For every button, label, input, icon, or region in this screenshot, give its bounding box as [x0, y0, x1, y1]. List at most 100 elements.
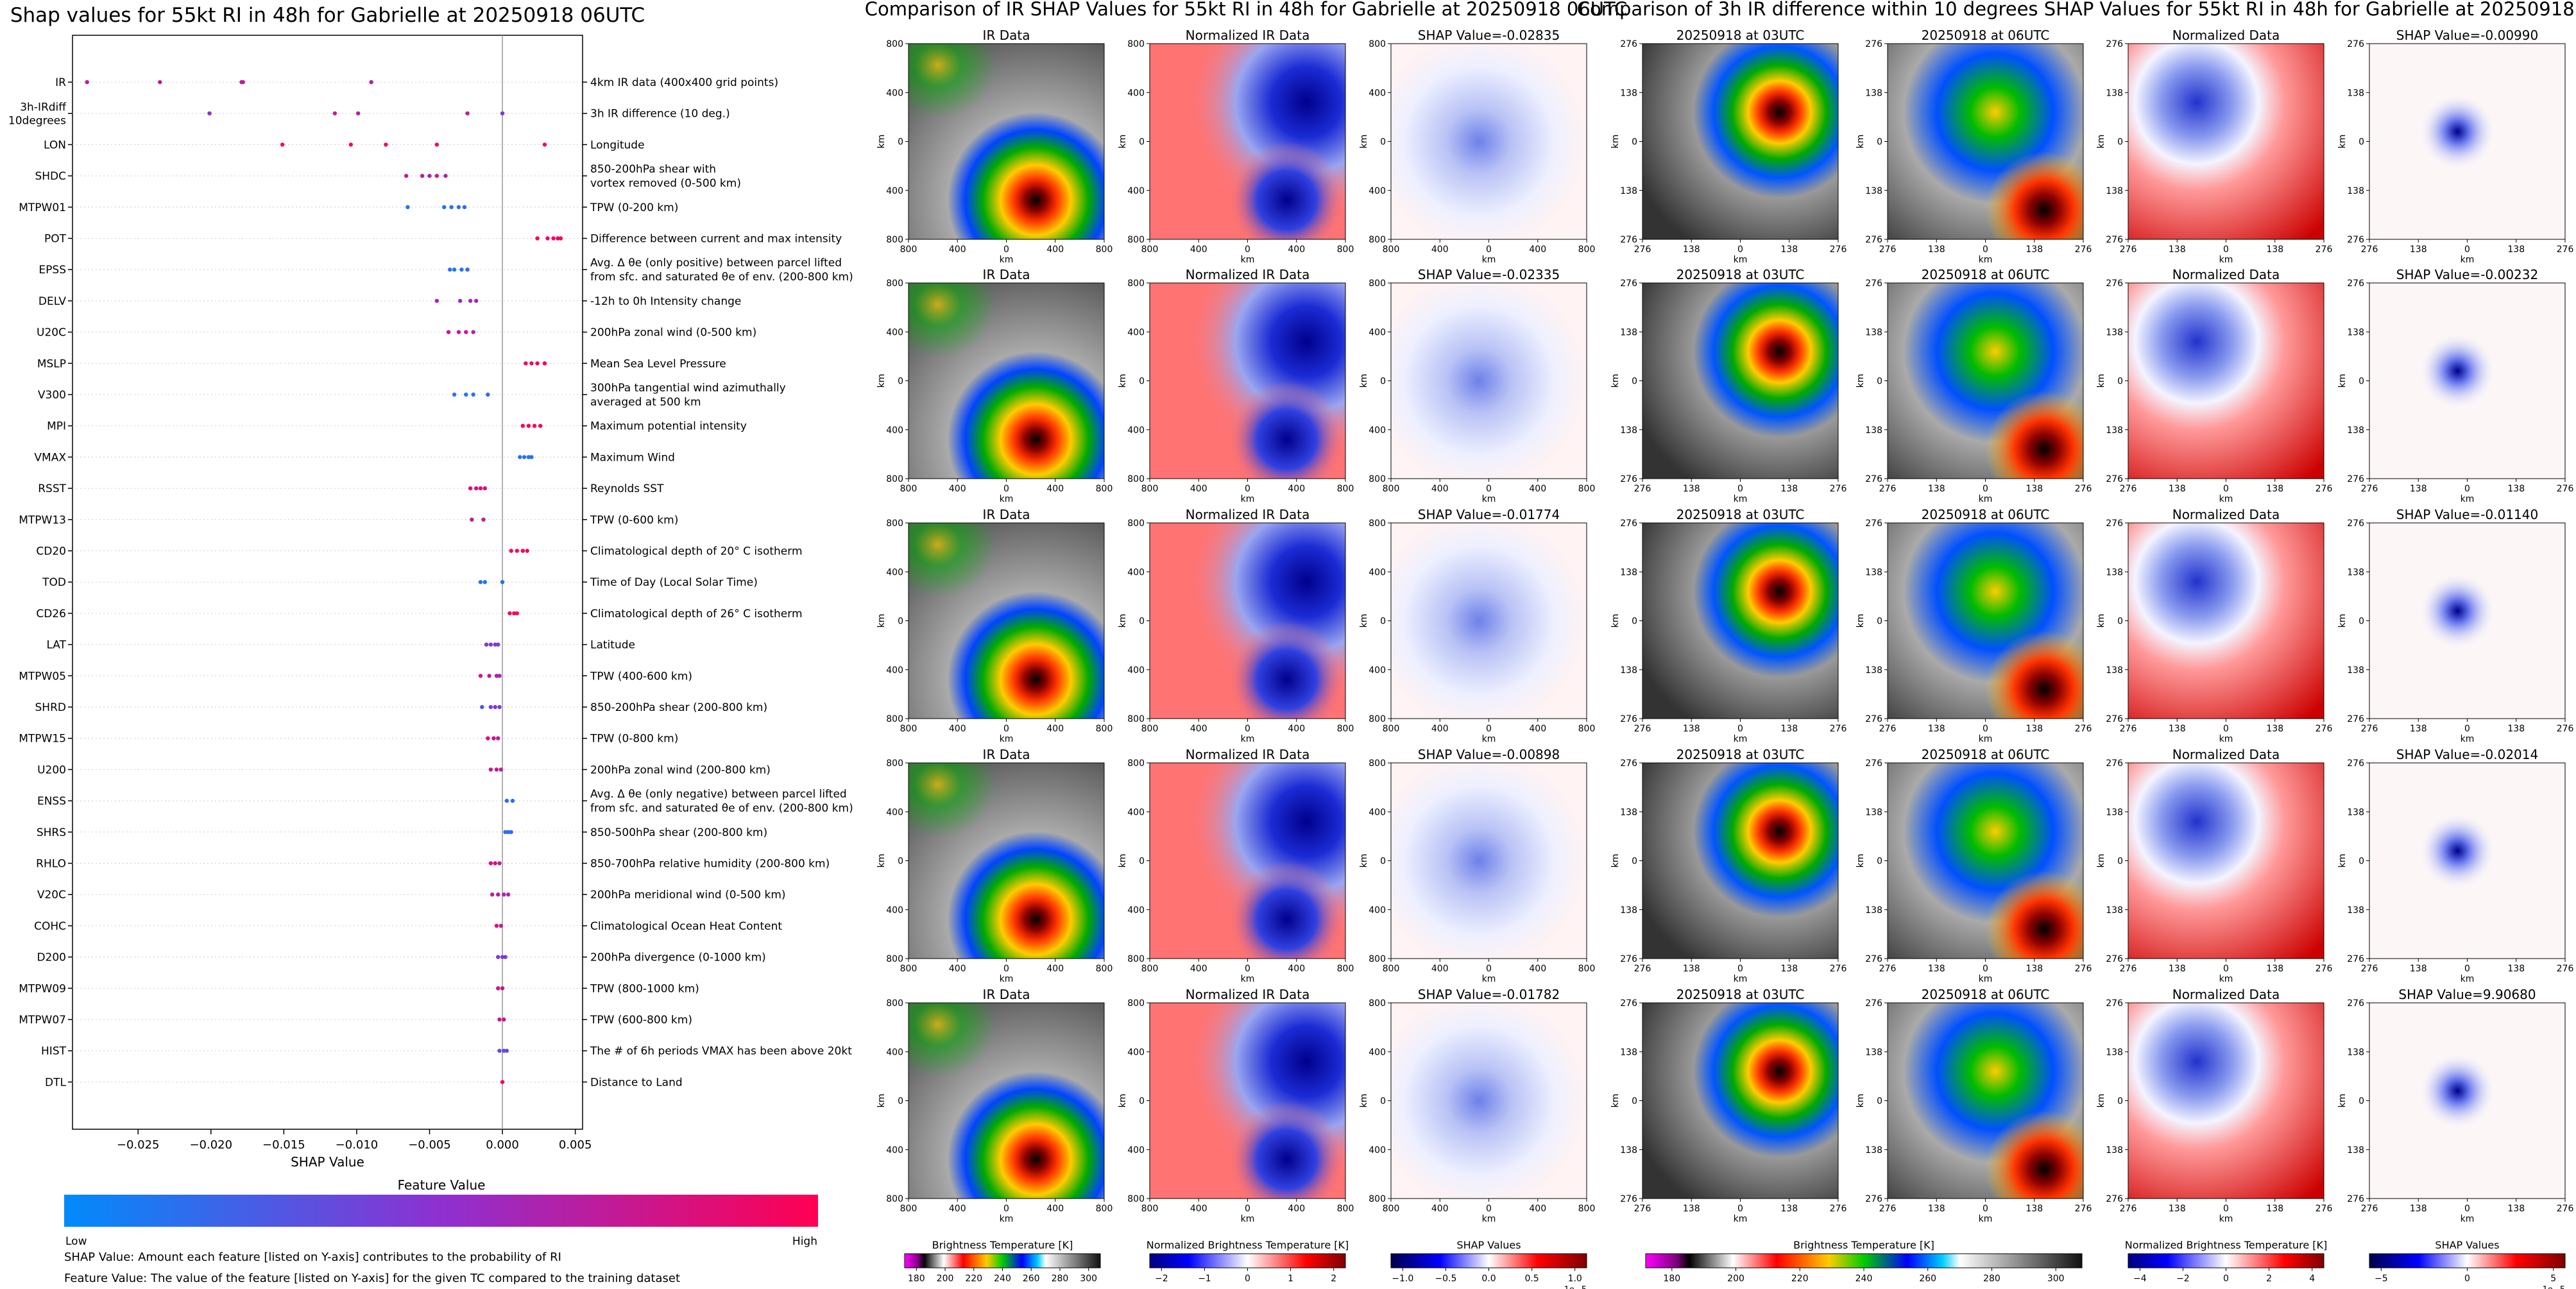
shap-point: [510, 798, 515, 803]
image-panel-shap: SHAP Value=-0.00898800800400400004004008…: [1359, 747, 1595, 984]
y-tick-label: 138: [1865, 186, 1882, 196]
x-axis-label: km: [1000, 494, 1014, 504]
image-panel-dn: Normalized Data2762761381380013813827627…: [2096, 507, 2332, 744]
x-tick-label: 276: [1830, 244, 1847, 255]
ir-image-layer: [908, 523, 1026, 631]
y-tick-label: 276: [2106, 998, 2123, 1009]
feature-description: 850-500hPa shear (200-800 km): [590, 826, 767, 839]
y-tick-label: 400: [886, 425, 903, 436]
diff-shap-image-layer: [2369, 1003, 2565, 1199]
ir-shap-colorbar-tick-label: −1.0: [1392, 1274, 1413, 1284]
x-tick-label: 0: [1486, 964, 1492, 974]
shap-point: [512, 611, 516, 616]
normalized-image-layer: [1150, 763, 1345, 959]
y-tick-label: 276: [1865, 278, 1882, 289]
y-tick-label: 400: [1369, 327, 1386, 337]
panel-title: Normalized Data: [2172, 987, 2280, 1002]
x-tick-label: −0.010: [336, 1138, 379, 1152]
x-tick-label: 138: [1780, 1204, 1798, 1214]
shap-point: [332, 111, 337, 115]
x-tick-label: 138: [2026, 484, 2043, 494]
shap-point: [434, 142, 439, 147]
diff-shap-image-layer: [2369, 523, 2565, 719]
panel-title: SHAP Value=-0.00898: [1418, 747, 1560, 762]
feature-label: EPSS: [38, 264, 66, 277]
image-panel-d06: 20250918 at 06UTC27627613813800138138276…: [1855, 267, 2092, 504]
y-tick-label: 138: [1865, 1145, 1882, 1156]
y-tick-label: 800: [886, 278, 903, 289]
y-tick-label: 0: [898, 1097, 903, 1107]
image-panel-d06: 20250918 at 06UTC27627613813800138138276…: [1855, 987, 2092, 1224]
y-tick-label: 276: [2347, 1194, 2364, 1204]
y-tick-label: 138: [1620, 425, 1637, 436]
panel-title: 20250918 at 03UTC: [1676, 987, 1805, 1002]
x-tick-label: 276: [1634, 1204, 1651, 1214]
x-axis-label: km: [1979, 255, 1993, 265]
y-tick-label: 138: [1620, 1047, 1637, 1057]
x-tick-label: 0: [1245, 724, 1250, 734]
y-axis-label: km: [876, 135, 887, 149]
x-tick-label: 0: [1737, 724, 1743, 734]
image-panel-norm: Normalized IR Data8008004004000040040080…: [1118, 267, 1354, 504]
x-tick-label: 138: [1928, 724, 1945, 734]
x-axis-label: km: [1979, 734, 1993, 744]
image-panel-norm: Normalized IR Data8008004004000040040080…: [1118, 507, 1354, 744]
x-tick-label: 400: [1046, 1204, 1064, 1214]
y-tick-label: 0: [898, 617, 903, 627]
x-tick-label: −0.005: [408, 1138, 451, 1152]
feature-label: HIST: [41, 1045, 67, 1058]
y-tick-label: 800: [886, 474, 903, 484]
x-tick-label: 800: [1383, 724, 1400, 734]
diff-06utc-image-layer: [1888, 763, 2083, 959]
y-axis-label: km: [2096, 614, 2106, 628]
x-tick-label: 276: [2075, 484, 2092, 494]
image-panel-d03: 20250918 at 03UTC27627613813800138138276…: [1610, 747, 1847, 984]
x-axis-label: km: [2219, 1214, 2233, 1224]
x-axis-label: km: [1482, 494, 1496, 504]
panel-title: 20250918 at 06UTC: [1922, 987, 2050, 1002]
y-axis-label: km: [2337, 374, 2348, 388]
x-tick-label: 0: [1003, 244, 1009, 255]
y-tick-label: 138: [2106, 1047, 2123, 1057]
y-tick-label: 400: [1369, 807, 1386, 817]
feature-label: V300: [38, 389, 66, 402]
y-tick-label: 400: [1127, 665, 1145, 676]
shap-point: [459, 268, 464, 272]
x-tick-label: 276: [2557, 964, 2574, 974]
feature-description: 200hPa zonal wind (200-800 km): [590, 764, 771, 776]
ir-bt-colorbar: [904, 1253, 1101, 1268]
y-tick-label: 0: [1139, 137, 1145, 148]
feature-label: 3h-IRdiff 10degrees: [8, 101, 67, 128]
x-tick-label: 0: [1486, 244, 1492, 255]
shap-point: [497, 861, 502, 866]
x-tick-label: 138: [1928, 484, 1945, 494]
y-tick-label: 138: [1620, 807, 1637, 817]
x-tick-label: 800: [1578, 1204, 1596, 1214]
y-axis-label: km: [1359, 135, 1369, 149]
x-tick-label: 138: [2266, 1204, 2283, 1214]
shap-point: [456, 330, 461, 334]
shap-point: [524, 361, 528, 366]
x-tick-label: 0: [1486, 484, 1492, 494]
y-tick-label: 0: [1632, 857, 1637, 867]
shap-point: [442, 205, 447, 209]
feature-label: V20C: [37, 889, 66, 901]
y-tick-label: 276: [1620, 235, 1637, 245]
y-tick-label: 400: [1127, 327, 1145, 337]
panel-title: 20250918 at 06UTC: [1922, 507, 2050, 522]
x-tick-label: 138: [2410, 244, 2427, 255]
y-tick-label: 800: [1127, 714, 1145, 724]
y-tick-label: 138: [2347, 88, 2364, 98]
y-tick-label: 138: [2106, 567, 2123, 577]
shap-image: [1391, 44, 1587, 239]
x-tick-label: 138: [2507, 724, 2525, 734]
image-panel-d06: 20250918 at 06UTC27627613813800138138276…: [1855, 747, 2092, 984]
x-tick-label: 138: [2266, 964, 2283, 974]
feature-description: 3h IR difference (10 deg.): [590, 108, 730, 121]
x-axis-label: km: [1482, 255, 1496, 265]
y-tick-label: 276: [2347, 714, 2364, 724]
y-tick-label: 276: [2106, 39, 2123, 49]
x-tick-label: 138: [1928, 244, 1945, 255]
image-panels: Comparison of IR SHAP Values for 55kt RI…: [865, 0, 2576, 1289]
